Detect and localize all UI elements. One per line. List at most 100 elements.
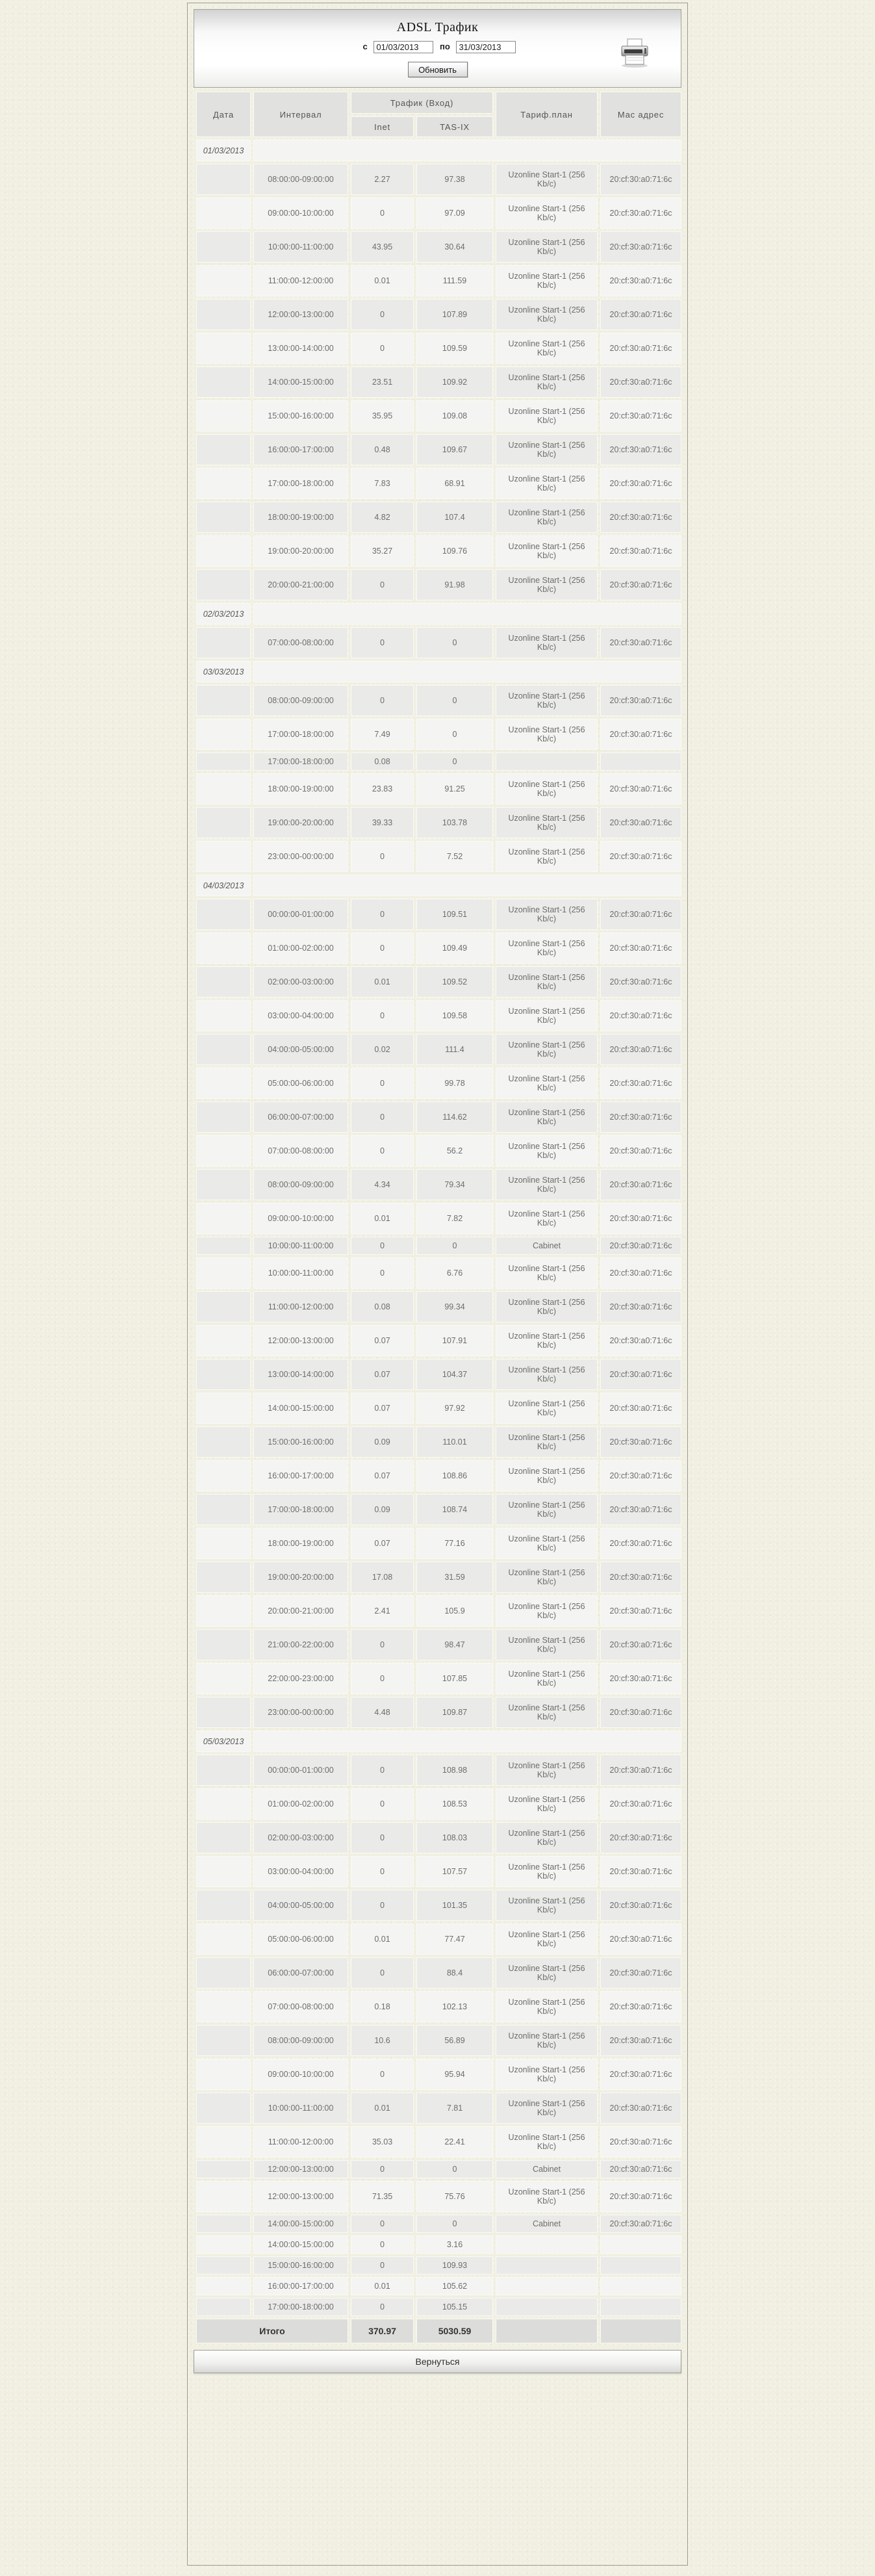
date-row-spacer	[253, 875, 681, 896]
tasix-cell: 97.38	[416, 164, 493, 195]
mac-cell: 20:cf:30:a0:71:6c	[600, 164, 681, 195]
row-date-empty-cell	[196, 198, 251, 229]
interval-cell: 17:00:00-18:00:00	[253, 2298, 348, 2316]
mac-cell: 20:cf:30:a0:71:6c	[600, 1169, 681, 1200]
row-date-empty-cell	[196, 1890, 251, 1921]
tasix-cell: 109.67	[416, 434, 493, 465]
interval-cell: 08:00:00-09:00:00	[253, 1169, 348, 1200]
date-from-input[interactable]	[374, 41, 434, 53]
tasix-cell: 7.82	[416, 1203, 493, 1234]
tariff-cell: Uzonline Start-1 (256 Kb/c)	[496, 685, 598, 716]
mac-cell: 20:cf:30:a0:71:6c	[600, 1426, 681, 1458]
tasix-cell: 95.94	[416, 2059, 493, 2090]
interval-cell: 15:00:00-16:00:00	[253, 2256, 348, 2274]
tasix-cell: 108.03	[416, 1822, 493, 1853]
inet-cell: 0	[351, 933, 414, 964]
table-row: 09:00:00-10:00:00 0.01 7.82 Uzonline Start-…	[196, 1203, 681, 1234]
inet-cell: 4.34	[351, 1169, 414, 1200]
tasix-cell: 97.92	[416, 1393, 493, 1424]
tariff-cell	[496, 2298, 598, 2316]
row-date-empty-cell	[196, 299, 251, 330]
inet-cell: 10.6	[351, 2025, 414, 2056]
inet-cell: 0.18	[351, 1991, 414, 2022]
row-date-empty-cell	[196, 2256, 251, 2274]
tariff-cell: Uzonline Start-1 (256 Kb/c)	[496, 966, 598, 998]
date-to-input[interactable]	[456, 41, 516, 53]
mac-cell: 20:cf:30:a0:71:6c	[600, 1460, 681, 1491]
tariff-cell: Uzonline Start-1 (256 Kb/c)	[496, 1135, 598, 1166]
row-date-empty-cell	[196, 1755, 251, 1786]
tasix-cell: 0	[416, 753, 493, 771]
date-row-spacer	[253, 661, 681, 682]
date-row: 04/03/2013	[196, 875, 681, 896]
row-date-empty-cell	[196, 1991, 251, 2022]
interval-cell: 16:00:00-17:00:00	[253, 434, 348, 465]
tariff-cell: Uzonline Start-1 (256 Kb/c)	[496, 1697, 598, 1728]
tariff-cell: Uzonline Start-1 (256 Kb/c)	[496, 1822, 598, 1853]
table-row: 06:00:00-07:00:00 0 114.62 Uzonline Start-1…	[196, 1101, 681, 1133]
date-cell: 05/03/2013	[196, 1731, 251, 1752]
total-empty-mac	[600, 2319, 681, 2343]
table-row: 08:00:00-09:00:00 2.27 97.38 Uzonline Start…	[196, 164, 681, 195]
tasix-cell: 108.98	[416, 1755, 493, 1786]
inet-cell: 0	[351, 2235, 414, 2254]
inet-cell: 0	[351, 1890, 414, 1921]
table-row: 20:00:00-21:00:00 0 91.98 Uzonline Start-1 …	[196, 569, 681, 600]
table-row: 01:00:00-02:00:00 0 109.49 Uzonline Start-1…	[196, 933, 681, 964]
mac-cell: 20:cf:30:a0:71:6c	[600, 1595, 681, 1627]
tasix-cell: 56.2	[416, 1135, 493, 1166]
col-header-interval: Интервал	[253, 92, 348, 137]
inet-cell: 17.08	[351, 1562, 414, 1593]
tasix-cell: 99.78	[416, 1068, 493, 1099]
refresh-button[interactable]: Обновить	[407, 62, 468, 77]
table-row: 13:00:00-14:00:00 0.07 104.37 Uzonline Star…	[196, 1359, 681, 1390]
row-date-empty-cell	[196, 1359, 251, 1390]
mac-cell: 20:cf:30:a0:71:6c	[600, 1663, 681, 1694]
table-row: 10:00:00-11:00:00 43.95 30.64 Uzonline Star…	[196, 231, 681, 263]
row-date-empty-cell	[196, 1101, 251, 1133]
tariff-cell	[496, 753, 598, 771]
tariff-cell: Uzonline Start-1 (256 Kb/c)	[496, 2059, 598, 2090]
table-row: 14:00:00-15:00:00 23.51 109.92 Uzonline Sta…	[196, 367, 681, 398]
tariff-cell: Cabinet	[496, 2160, 598, 2178]
tasix-cell: 111.59	[416, 265, 493, 296]
interval-cell: 12:00:00-13:00:00	[253, 2160, 348, 2178]
interval-cell: 22:00:00-23:00:00	[253, 1663, 348, 1694]
interval-cell: 03:00:00-04:00:00	[253, 1000, 348, 1031]
row-date-empty-cell	[196, 2059, 251, 2090]
interval-cell: 15:00:00-16:00:00	[253, 1426, 348, 1458]
date-to-label: по	[440, 41, 450, 51]
total-empty-tariff	[496, 2319, 598, 2343]
table-row: 15:00:00-16:00:00 35.95 109.08 Uzonline Sta…	[196, 400, 681, 431]
interval-cell: 08:00:00-09:00:00	[253, 685, 348, 716]
tasix-cell: 77.47	[416, 1924, 493, 1955]
interval-cell: 19:00:00-20:00:00	[253, 807, 348, 838]
tasix-cell: 91.98	[416, 569, 493, 600]
mac-cell: 20:cf:30:a0:71:6c	[600, 1924, 681, 1955]
tasix-cell: 105.9	[416, 1595, 493, 1627]
tariff-cell: Uzonline Start-1 (256 Kb/c)	[496, 198, 598, 229]
row-date-empty-cell	[196, 1562, 251, 1593]
table-row: 15:00:00-16:00:00 0 109.93	[196, 2256, 681, 2274]
interval-cell: 06:00:00-07:00:00	[253, 1957, 348, 1989]
inet-cell: 0	[351, 198, 414, 229]
inet-cell: 0.07	[351, 1325, 414, 1356]
tariff-cell: Uzonline Start-1 (256 Kb/c)	[496, 627, 598, 658]
back-button[interactable]: Вернуться	[194, 2350, 681, 2373]
table-row: 14:00:00-15:00:00 0 3.16	[196, 2235, 681, 2254]
row-date-empty-cell	[196, 2126, 251, 2157]
date-cell: 04/03/2013	[196, 875, 251, 896]
inet-cell: 0	[351, 333, 414, 364]
mac-cell: 20:cf:30:a0:71:6c	[600, 1822, 681, 1853]
row-date-empty-cell	[196, 773, 251, 805]
inet-cell: 0.09	[351, 1494, 414, 1525]
tariff-cell: Uzonline Start-1 (256 Kb/c)	[496, 1957, 598, 1989]
printer-icon[interactable]	[618, 37, 651, 68]
table-row: 02:00:00-03:00:00 0.01 109.52 Uzonline Star…	[196, 966, 681, 998]
tasix-cell: 0	[416, 2160, 493, 2178]
inet-cell: 0	[351, 1856, 414, 1887]
row-date-empty-cell	[196, 1000, 251, 1031]
tasix-cell: 7.81	[416, 2093, 493, 2124]
row-date-empty-cell	[196, 807, 251, 838]
mac-cell	[600, 2298, 681, 2316]
